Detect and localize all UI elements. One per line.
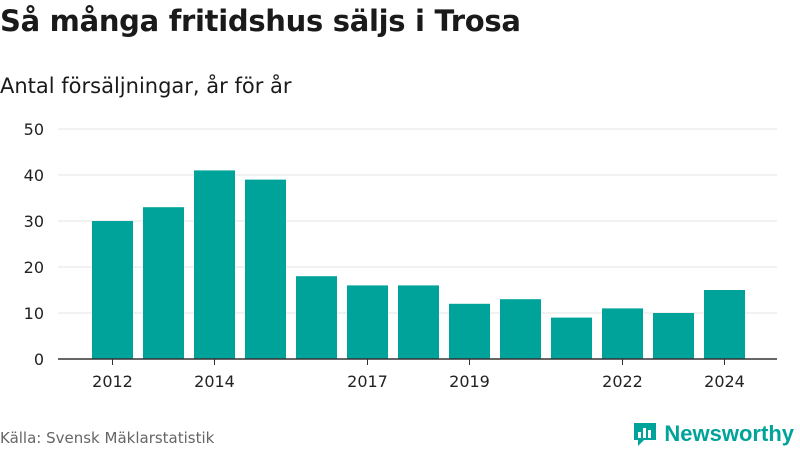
- brand-name: Newsworthy: [664, 421, 794, 446]
- bar-2020: [500, 299, 541, 359]
- y-tick-label: 20: [24, 258, 44, 277]
- bar-2018: [398, 285, 439, 359]
- y-tick-label: 40: [24, 166, 44, 185]
- chart-subtitle: Antal försäljningar, år för år: [0, 74, 292, 98]
- bar-chart: 0 10 20 30 40 50 2012 2014 2017 2019 2022 2024: [24, 120, 777, 391]
- x-tick-label: 2017: [347, 372, 388, 391]
- source-label: Källa: Svensk Mäklarstatistik: [0, 429, 215, 447]
- bars: [92, 170, 745, 359]
- x-tick-label: 2024: [704, 372, 745, 391]
- bar-2017: [347, 285, 388, 359]
- x-tick-label: 2019: [449, 372, 490, 391]
- bar-2023: [653, 313, 694, 359]
- chart-title: Så många fritidshus säljs i Trosa: [0, 4, 521, 38]
- newsworthy-logo-icon: [634, 423, 657, 446]
- bar-2014: [194, 170, 235, 359]
- bar-2015: [245, 179, 286, 359]
- brand-logo: Newsworthy: [632, 420, 794, 448]
- bar-2024: [704, 290, 745, 359]
- y-axis-ticks: 0 10 20 30 40 50: [24, 120, 44, 369]
- bar-2013: [143, 207, 184, 359]
- y-tick-label: 10: [24, 304, 44, 323]
- bar-2016: [296, 276, 337, 359]
- bar-2021: [551, 317, 592, 359]
- bar-2022: [602, 308, 643, 359]
- y-tick-label: 0: [34, 350, 44, 369]
- x-axis-ticks: 2012 2014 2017 2019 2022 2024: [92, 359, 745, 391]
- y-tick-label: 30: [24, 212, 44, 231]
- x-tick-label: 2022: [602, 372, 643, 391]
- y-tick-label: 50: [24, 120, 44, 139]
- x-tick-label: 2012: [92, 372, 133, 391]
- bar-2019: [449, 303, 490, 359]
- bar-2012: [92, 221, 133, 359]
- x-tick-label: 2014: [194, 372, 235, 391]
